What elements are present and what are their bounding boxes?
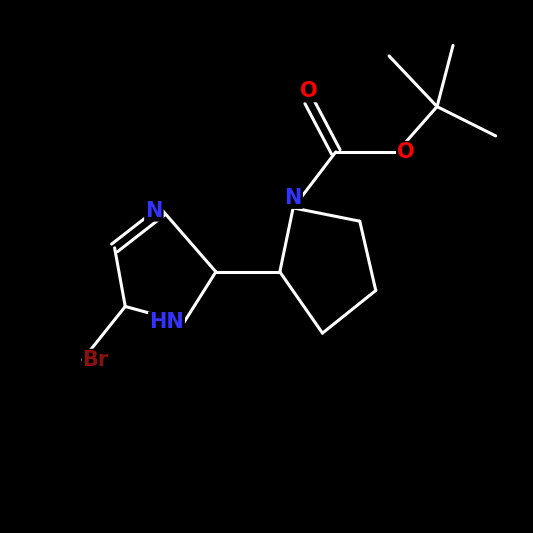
Text: O: O (397, 142, 415, 162)
Text: N: N (145, 200, 163, 221)
Text: HN: HN (149, 312, 184, 333)
Text: O: O (300, 81, 318, 101)
Text: Br: Br (83, 350, 109, 370)
Text: N: N (285, 188, 302, 208)
